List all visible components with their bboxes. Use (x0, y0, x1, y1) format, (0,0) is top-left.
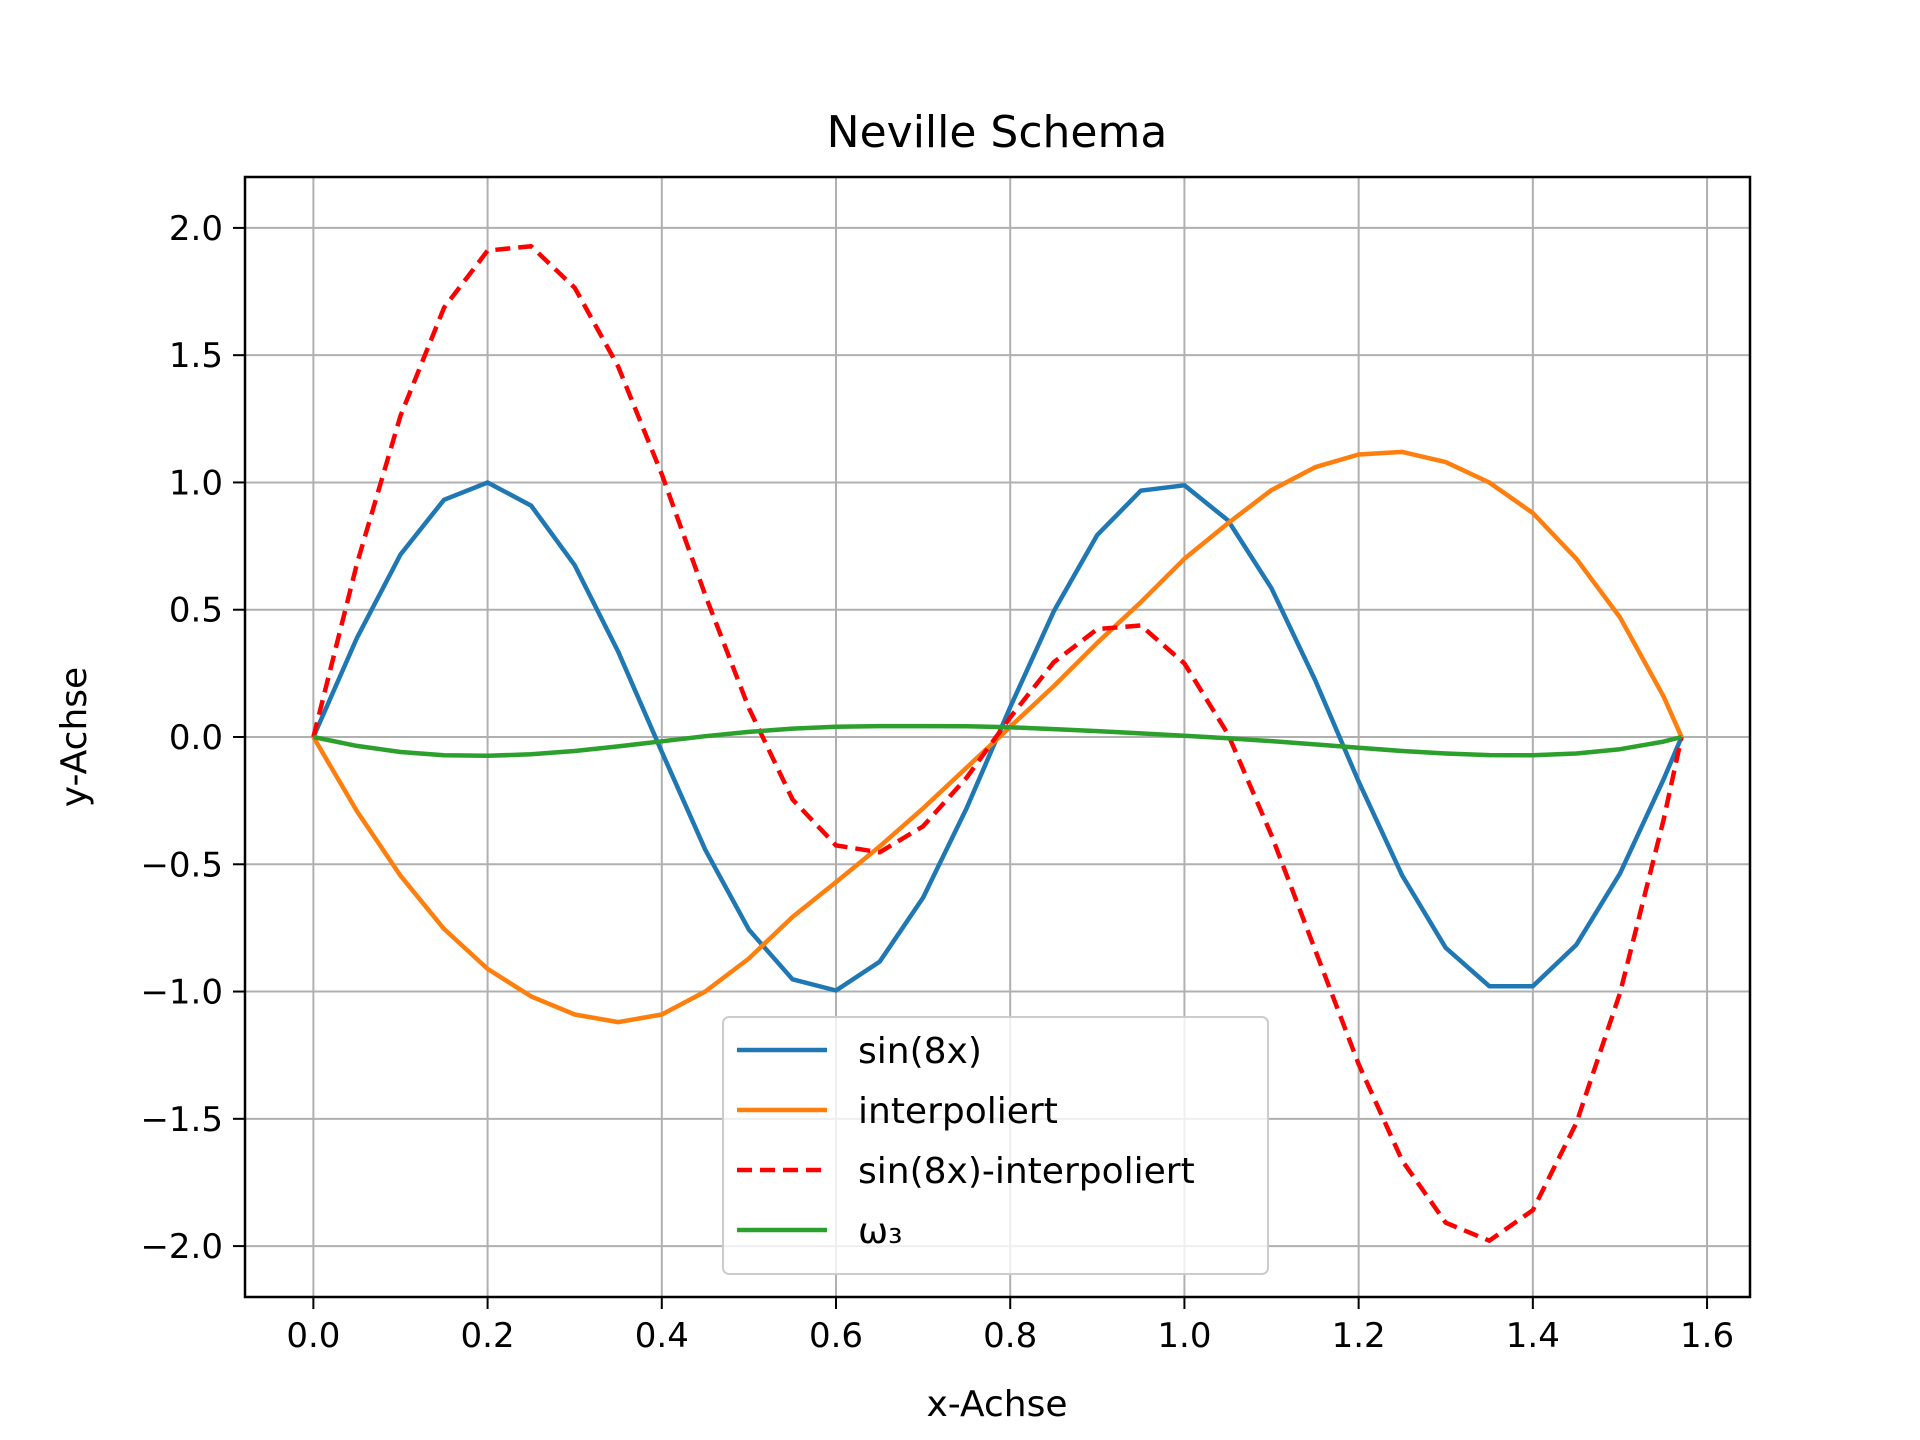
y-tick-label: −0.5 (140, 845, 223, 885)
x-axis-label: x-Achse (926, 1384, 1067, 1425)
y-tick-label: −2.0 (140, 1227, 223, 1267)
x-tick-label: 0.6 (809, 1316, 863, 1356)
legend-entry-2: sin(8x)-interpoliert (858, 1151, 1195, 1192)
y-tick-label: 0.5 (169, 591, 223, 631)
y-tick-label: 1.5 (169, 336, 223, 376)
x-axis: 0.0 0.2 0.4 0.6 0.8 1.0 1.2 1.4 1.6 (286, 1297, 1734, 1356)
chart-title: Neville Schema (827, 107, 1168, 158)
series-line-3 (312, 723, 1683, 759)
legend: sin(8x) interpoliert sin(8x)-interpoliert ω… (722, 1016, 1269, 1275)
legend-entry-0: sin(8x) (858, 1031, 982, 1072)
x-tick-label: 0.4 (635, 1316, 689, 1356)
x-tick-label: 1.2 (1332, 1316, 1386, 1356)
series-line-0 (311, 480, 1684, 993)
y-tick-label: 0.0 (169, 718, 223, 758)
y-tick-label: 1.0 (169, 463, 223, 503)
y-axis-label: y-Achse (54, 667, 95, 807)
x-tick-label: 1.4 (1506, 1316, 1560, 1356)
y-axis: 2.0 1.5 1.0 0.5 0.0 −0.5 −1.0 −1.5 −2.0 (140, 209, 245, 1267)
legend-box (722, 1016, 1269, 1275)
y-tick-label: −1.5 (140, 1100, 223, 1140)
x-tick-label: 0.8 (983, 1316, 1037, 1356)
x-tick-label: 1.6 (1680, 1316, 1734, 1356)
x-tick-label: 1.0 (1157, 1316, 1211, 1356)
x-tick-label: 0.0 (286, 1316, 340, 1356)
legend-entry-3: ω₃ (858, 1211, 903, 1252)
y-tick-label: −1.0 (140, 973, 223, 1013)
series-layer (311, 243, 1684, 1243)
series-line-2 (311, 243, 1684, 1243)
y-tick-label: 2.0 (169, 209, 223, 249)
x-tick-label: 0.2 (461, 1316, 515, 1356)
legend-entry-1: interpoliert (858, 1091, 1058, 1132)
